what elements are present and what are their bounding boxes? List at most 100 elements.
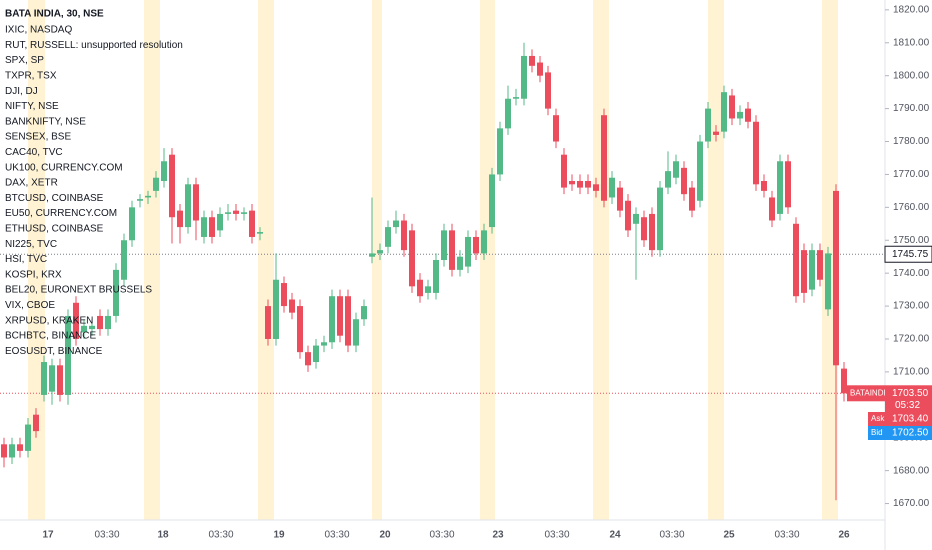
candle-body [121, 240, 127, 280]
candle-body [553, 115, 559, 142]
candle-body [1, 444, 7, 458]
legend-symbol: NIFTY, NSE [5, 101, 59, 112]
candle-body [233, 210, 239, 214]
bid-price-tag [885, 426, 932, 440]
legend-symbol: EOSUSDT, BINANCE [5, 346, 103, 357]
y-tick-label: 1710.00 [893, 367, 930, 378]
candle-body [9, 444, 15, 458]
candle-body [17, 444, 23, 451]
candle-body [433, 260, 439, 293]
candle-body [273, 279, 279, 339]
candle-body [793, 223, 799, 297]
last-price-label: 1703.50 [892, 388, 929, 399]
last-price-tag [885, 385, 932, 414]
legend-symbol: DJI, DJ [5, 86, 38, 97]
candle-body [177, 210, 183, 228]
candle-body [473, 236, 479, 254]
y-tick-label: 1680.00 [893, 465, 930, 476]
x-tick-label: 24 [609, 530, 621, 541]
candle-body [713, 131, 719, 135]
x-tick-label: 03:30 [429, 530, 454, 541]
candle-body [161, 161, 167, 182]
x-tick-label: 03:30 [94, 530, 119, 541]
x-tick-label: 18 [157, 530, 169, 541]
candle-body [761, 181, 767, 191]
candle-body [625, 200, 631, 231]
x-tick-label: 03:30 [774, 530, 799, 541]
ask-tag [868, 412, 885, 426]
bid-price-label: 1702.50 [892, 428, 929, 439]
candle-body [593, 184, 599, 191]
candle-body [353, 319, 359, 346]
x-tick-label: 03:30 [208, 530, 233, 541]
bid-name: Bid [871, 428, 883, 437]
x-tick-label: 23 [492, 530, 504, 541]
legend-symbol: BANKNIFTY, NSE [5, 116, 86, 127]
y-tick-label: 1750.00 [893, 235, 930, 246]
legend-symbol: BCHBTC, BINANCE [5, 331, 96, 342]
candle-body [409, 230, 415, 287]
x-tick-label: 25 [723, 530, 735, 541]
legend-symbol: TXPR, TSX [5, 71, 57, 82]
candle-body [169, 154, 175, 218]
candle-body [745, 108, 751, 122]
x-tick-label: 03:30 [324, 530, 349, 541]
price-line-label: 1745.75 [892, 249, 929, 260]
candle-body [697, 141, 703, 201]
session-bands [28, 0, 838, 520]
candle-body [225, 212, 231, 214]
candle-body [201, 217, 207, 237]
legend-symbol: UK100, CURRENCY.COM [5, 162, 123, 173]
candle-body [193, 184, 199, 221]
candle-body [281, 283, 287, 307]
candle-body [657, 187, 663, 251]
y-tick-label: 1810.00 [893, 37, 930, 48]
candle-body [465, 236, 471, 267]
candle-body [505, 98, 511, 129]
y-tick-label: 1670.00 [893, 498, 930, 509]
legend-symbol: VIX, CBOE [5, 300, 55, 311]
candle-body [649, 213, 655, 251]
candle-body [585, 181, 591, 188]
candle-body [497, 128, 503, 175]
candle-body [729, 95, 735, 119]
x-tick-label: 19 [273, 530, 285, 541]
y-tick-label: 1730.00 [893, 301, 930, 312]
candle-body [809, 250, 815, 290]
candle-body [825, 253, 831, 310]
countdown-label: 05:32 [895, 400, 920, 411]
candle-body [537, 62, 543, 76]
candle-body [561, 154, 567, 188]
legend-symbol: DAX, XETR [5, 178, 58, 189]
candles [1, 42, 847, 501]
candle-body [241, 212, 247, 214]
candle-body [321, 342, 327, 346]
y-tick-label: 1820.00 [893, 5, 930, 16]
candle-body [369, 253, 375, 257]
ask-name: Ask [871, 414, 885, 423]
legend-symbol: EU50, CURRENCY.COM [5, 208, 117, 219]
candle-body [681, 167, 687, 195]
legend-title: BATA INDIA, 30, NSE [5, 9, 104, 20]
candle-body [665, 171, 671, 188]
candle-body [81, 325, 87, 333]
candle-body [489, 174, 495, 228]
candle-body [569, 181, 575, 185]
y-tick-label: 1800.00 [893, 70, 930, 81]
candle-body [89, 325, 95, 330]
candle-body [129, 207, 135, 241]
candle-body [73, 302, 79, 339]
candle-body [33, 414, 39, 432]
candle-body [265, 306, 271, 339]
x-tick-label: 20 [379, 530, 391, 541]
candle-body [113, 269, 119, 316]
y-tick-label: 1780.00 [893, 136, 930, 147]
candle-body [217, 213, 223, 231]
candle-body [145, 195, 151, 198]
candle-body [577, 181, 583, 188]
candle-body [457, 256, 463, 270]
candle-body [777, 161, 783, 214]
candle-body [329, 296, 335, 343]
candle-body [401, 220, 407, 251]
